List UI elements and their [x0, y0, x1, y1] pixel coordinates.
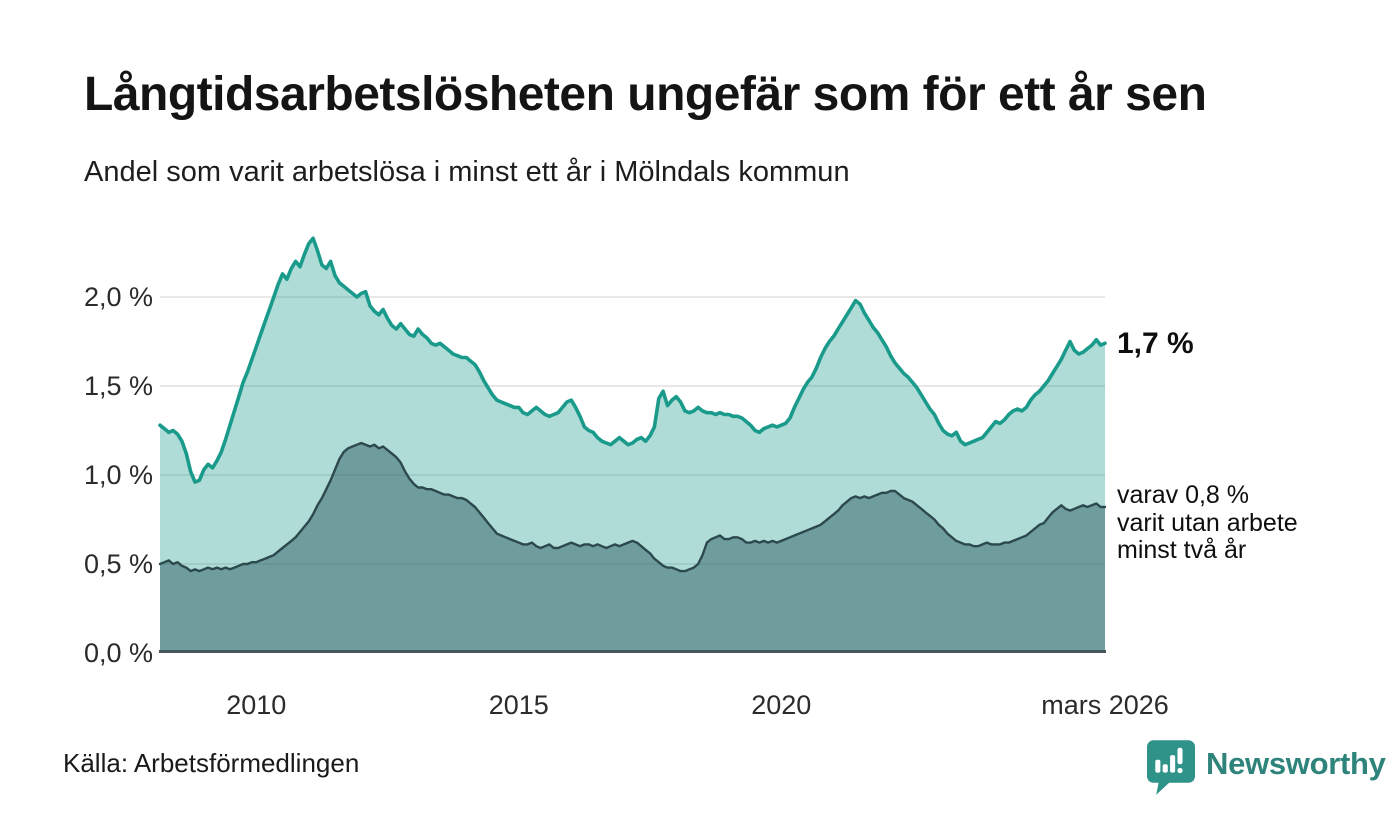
x-tick-label: 2010 [226, 690, 287, 720]
area-unemployed-2yr [160, 443, 1105, 653]
lower-series-annotation: varav 0,8 % varit utan arbete minst två … [1117, 481, 1298, 565]
y-tick-label: 0,0 % [83, 637, 153, 668]
area-total-unemployed-1yr [160, 238, 1105, 654]
latest-total-value-label: 1,7 % [1117, 327, 1194, 360]
lower-series-annotation-line: varit utan arbete [1117, 508, 1298, 537]
page-title: Långtidsarbetslösheten ungefär som för e… [84, 68, 1207, 121]
page-subtitle: Andel som varit arbetslösa i minst ett å… [84, 156, 850, 188]
lower-series-annotation-line: minst två år [1117, 536, 1247, 564]
brand-logo: Newsworthy [1147, 740, 1386, 801]
x-tick-label: 2015 [488, 690, 549, 720]
line-unemployed-2yr [158, 441, 1107, 573]
newsworthy-pin-chart-icon [1147, 740, 1195, 801]
lower-series-annotation-line: varav 0,8 % [1117, 481, 1250, 509]
brand-name: Newsworthy [1206, 746, 1386, 781]
x-tick-label: mars 2026 [1041, 690, 1169, 720]
line-unemployed-1yr [158, 236, 1107, 484]
y-tick-label: 0,5 % [83, 548, 153, 579]
x-tick-label: 2020 [751, 690, 812, 720]
source-credit: Källa: Arbetsförmedlingen [63, 748, 360, 778]
y-tick-label: 1,5 % [83, 370, 153, 401]
y-tick-label: 1,0 % [83, 459, 153, 490]
y-tick-label: 2,0 % [83, 281, 153, 312]
